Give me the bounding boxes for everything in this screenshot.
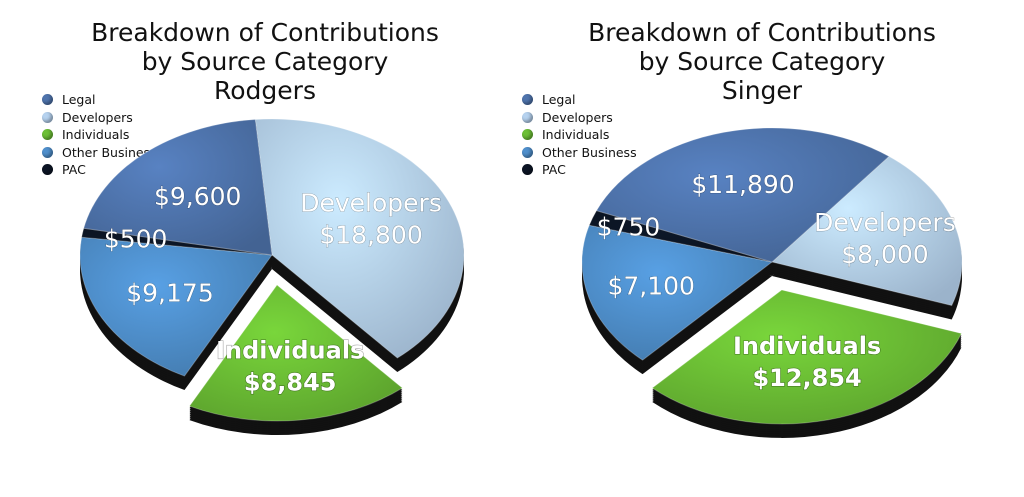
legend-swatch — [522, 164, 533, 176]
legend-label: Individuals — [62, 127, 130, 143]
legend-swatch — [42, 164, 53, 176]
legend-label: Legal — [62, 92, 96, 108]
pie-slice-developers — [254, 118, 465, 359]
legend-item-other-business: Other Business — [522, 144, 637, 162]
chart-title-line: by Source Category — [638, 47, 886, 76]
legend-label: PAC — [542, 162, 566, 178]
slice-label: $9,175 — [126, 279, 213, 308]
pie-slice-individuals — [651, 289, 963, 425]
legend-swatch — [42, 146, 53, 158]
legend-label: Developers — [542, 109, 613, 125]
legend-swatch — [522, 146, 533, 158]
legend-swatch — [522, 94, 533, 106]
legend-label: PAC — [62, 162, 86, 178]
slice-label: Developers — [300, 188, 442, 217]
slice-label: $12,854 — [752, 364, 861, 392]
pie-slice-pac — [81, 227, 273, 256]
legend-item-developers: Developers — [522, 109, 637, 127]
chart-title-line: by Source Category — [141, 47, 389, 76]
slice-label: $500 — [104, 225, 168, 254]
legend-label: Developers — [62, 109, 133, 125]
slice-label: $18,800 — [319, 220, 422, 249]
legend-item-pac: PAC — [42, 161, 157, 179]
slice-label: $9,600 — [154, 182, 241, 211]
chart-title: Breakdown of Contributions by Source Cat… — [55, 18, 475, 105]
pie-slice-other-business — [79, 236, 273, 377]
pie-slice-individuals — [188, 284, 404, 422]
legend-item-developers: Developers — [42, 109, 157, 127]
legend-item-pac: PAC — [522, 161, 637, 179]
pie-slice-other-business — [581, 224, 774, 361]
chart-title-line: Breakdown of Contributions — [588, 18, 936, 47]
legend-item-individuals: Individuals — [522, 126, 637, 144]
slice-label: $750 — [597, 212, 661, 241]
legend-item-legal: Legal — [522, 91, 637, 109]
chart-title-line: Singer — [721, 76, 803, 105]
legend-swatch — [42, 94, 53, 106]
legend-item-other-business: Other Business — [42, 144, 157, 162]
legend-swatch — [522, 129, 533, 141]
pie-svg: Developers $8,000 Individuals $12,854 $7,100… — [581, 127, 963, 438]
legend-swatch — [522, 111, 533, 123]
legend-swatch — [42, 129, 53, 141]
pie-slice-legal — [595, 127, 890, 263]
legend-item-legal: Legal — [42, 91, 157, 109]
legend-label: Other Business — [542, 144, 637, 160]
slice-label: Individuals — [216, 336, 364, 364]
legend: Legal Developers Individuals Other Busin… — [42, 91, 157, 179]
slice-label: $11,890 — [691, 170, 794, 199]
chart-title: Breakdown of Contributions by Source Cat… — [552, 18, 972, 105]
pie-chart-singer: Breakdown of Contributions by Source Cat… — [512, 0, 1024, 497]
legend-label: Other Business — [62, 144, 157, 160]
legend-item-individuals: Individuals — [42, 126, 157, 144]
slice-label: Developers — [814, 208, 956, 237]
legend-swatch — [42, 111, 53, 123]
pie-slice-legal — [83, 118, 273, 256]
pie-svg: Developers $18,800 Individuals $8,845 $9,175… — [79, 118, 465, 436]
pie-slice-pac — [588, 210, 773, 263]
pie-chart-rodgers: Breakdown of Contributions by Source Cat… — [42, 18, 475, 436]
chart-title-line: Breakdown of Contributions — [91, 18, 439, 47]
slice-label: Individuals — [733, 332, 881, 360]
legend-label: Individuals — [542, 127, 610, 143]
legend: Legal Developers Individuals Other Busin… — [522, 91, 637, 179]
slice-label: $7,100 — [607, 272, 694, 301]
chart-title-line: Rodgers — [214, 76, 316, 105]
slice-label: $8,845 — [244, 368, 337, 396]
pie-slice-developers — [770, 155, 963, 307]
slice-label: $8,000 — [841, 240, 928, 269]
legend-label: Legal — [542, 92, 576, 108]
